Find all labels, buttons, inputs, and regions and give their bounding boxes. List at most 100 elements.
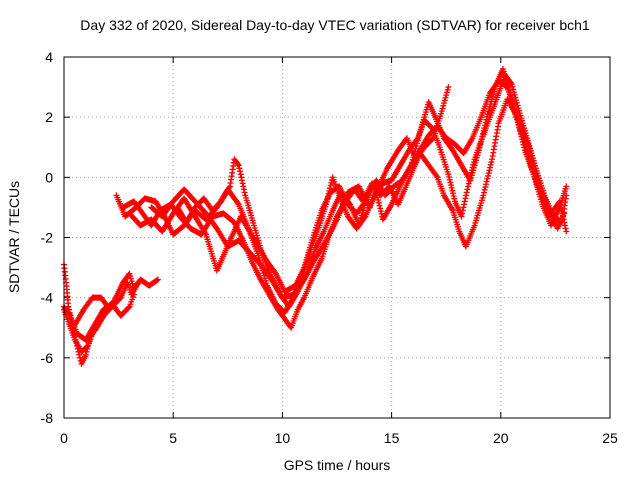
data-point bbox=[563, 228, 570, 235]
data-point bbox=[480, 127, 487, 134]
data-point bbox=[416, 131, 423, 138]
data-point bbox=[482, 119, 489, 126]
data-point bbox=[84, 343, 91, 350]
data-point bbox=[520, 141, 527, 148]
data-point bbox=[154, 276, 161, 283]
data-point bbox=[521, 144, 528, 151]
y-tick-label: -8 bbox=[41, 410, 54, 426]
data-point bbox=[237, 171, 244, 178]
y-tick-label: 0 bbox=[45, 169, 53, 185]
data-point bbox=[519, 138, 526, 145]
data-points bbox=[61, 66, 570, 367]
x-axis-label: GPS time / hours bbox=[284, 457, 391, 473]
data-point bbox=[514, 102, 521, 109]
data-point bbox=[238, 174, 245, 181]
x-axis-ticks: 0 5 10 15 20 25 bbox=[60, 57, 618, 446]
y-tick-label: -2 bbox=[41, 230, 54, 246]
data-point bbox=[271, 269, 278, 276]
data-point bbox=[433, 172, 440, 179]
data-point bbox=[240, 186, 247, 193]
series-track-6 bbox=[119, 96, 568, 331]
data-point bbox=[486, 167, 493, 174]
data-point bbox=[125, 304, 132, 311]
data-point bbox=[413, 142, 420, 149]
data-point bbox=[475, 147, 482, 154]
data-point bbox=[439, 105, 446, 112]
data-point bbox=[479, 130, 486, 137]
data-point bbox=[488, 159, 495, 166]
data-point bbox=[561, 219, 568, 226]
data-point bbox=[377, 208, 384, 215]
data-point bbox=[235, 162, 242, 169]
data-point bbox=[375, 199, 382, 206]
x-tick-label: 25 bbox=[602, 430, 618, 446]
data-point bbox=[513, 97, 520, 104]
data-point bbox=[446, 174, 453, 181]
data-point bbox=[450, 192, 457, 199]
data-point bbox=[560, 216, 567, 223]
data-point bbox=[503, 83, 510, 90]
data-point bbox=[516, 125, 523, 132]
data-point bbox=[478, 136, 485, 143]
data-point bbox=[234, 200, 241, 207]
series-track-8 bbox=[148, 84, 452, 301]
data-point bbox=[560, 213, 567, 220]
series-track-1 bbox=[61, 261, 161, 367]
data-point bbox=[487, 161, 494, 168]
data-point bbox=[484, 113, 491, 120]
x-tick-label: 5 bbox=[169, 430, 177, 446]
data-point bbox=[482, 122, 489, 129]
series-track-7 bbox=[126, 66, 570, 295]
data-point bbox=[510, 86, 517, 93]
data-point bbox=[135, 279, 142, 286]
data-point bbox=[460, 204, 467, 211]
data-point bbox=[459, 210, 466, 217]
data-point bbox=[429, 136, 436, 143]
data-point bbox=[237, 168, 244, 175]
data-point bbox=[449, 190, 456, 197]
data-point bbox=[485, 170, 492, 177]
data-point bbox=[443, 92, 450, 99]
x-tick-label: 15 bbox=[384, 430, 400, 446]
data-point bbox=[440, 102, 447, 109]
data-point bbox=[481, 189, 487, 196]
data-point bbox=[563, 183, 570, 190]
data-point bbox=[509, 83, 516, 90]
data-point bbox=[442, 94, 449, 101]
grid bbox=[64, 57, 610, 418]
data-point bbox=[443, 89, 450, 96]
data-point bbox=[76, 351, 83, 358]
series-track-4 bbox=[71, 294, 111, 328]
data-point bbox=[479, 133, 486, 140]
data-point bbox=[477, 138, 484, 145]
data-point bbox=[559, 210, 566, 217]
data-point bbox=[448, 184, 455, 191]
data-point bbox=[477, 141, 484, 148]
data-point bbox=[562, 225, 569, 232]
series-track-9 bbox=[174, 78, 570, 310]
data-point bbox=[515, 119, 522, 126]
data-point bbox=[562, 222, 569, 229]
data-point bbox=[519, 136, 526, 143]
data-point bbox=[557, 201, 564, 208]
data-point bbox=[103, 302, 110, 309]
data-point bbox=[104, 303, 111, 310]
data-point bbox=[513, 113, 520, 120]
series-track-3 bbox=[61, 291, 137, 343]
data-point bbox=[441, 97, 448, 104]
data-point bbox=[483, 181, 490, 188]
data-point bbox=[414, 137, 421, 144]
data-point bbox=[236, 165, 243, 172]
data-point bbox=[328, 179, 335, 186]
data-point bbox=[375, 197, 382, 204]
data-point bbox=[465, 183, 472, 190]
data-point bbox=[514, 116, 521, 123]
data-point bbox=[464, 186, 471, 193]
data-point bbox=[377, 205, 384, 212]
data-point bbox=[414, 140, 421, 147]
data-point bbox=[461, 201, 468, 208]
y-axis-label: SDTVAR / TECUs bbox=[6, 181, 22, 293]
data-point bbox=[517, 127, 524, 134]
data-point bbox=[441, 100, 448, 107]
